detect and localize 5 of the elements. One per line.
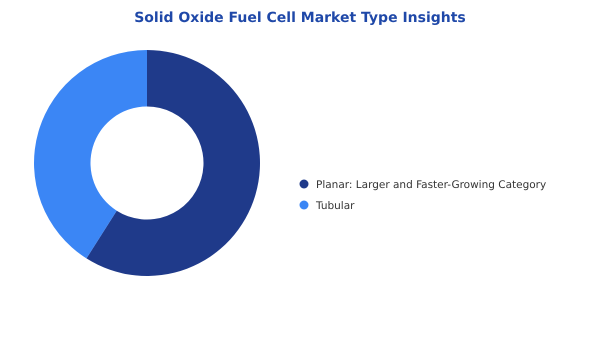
- donut-slice: [34, 50, 147, 258]
- legend-label: Planar: Larger and Faster-Growing Category: [316, 179, 546, 191]
- chart-title: Solid Oxide Fuel Cell Market Type Insights: [134, 10, 466, 26]
- legend-label: Tubular: [315, 200, 356, 212]
- donut-slice: [86, 50, 260, 276]
